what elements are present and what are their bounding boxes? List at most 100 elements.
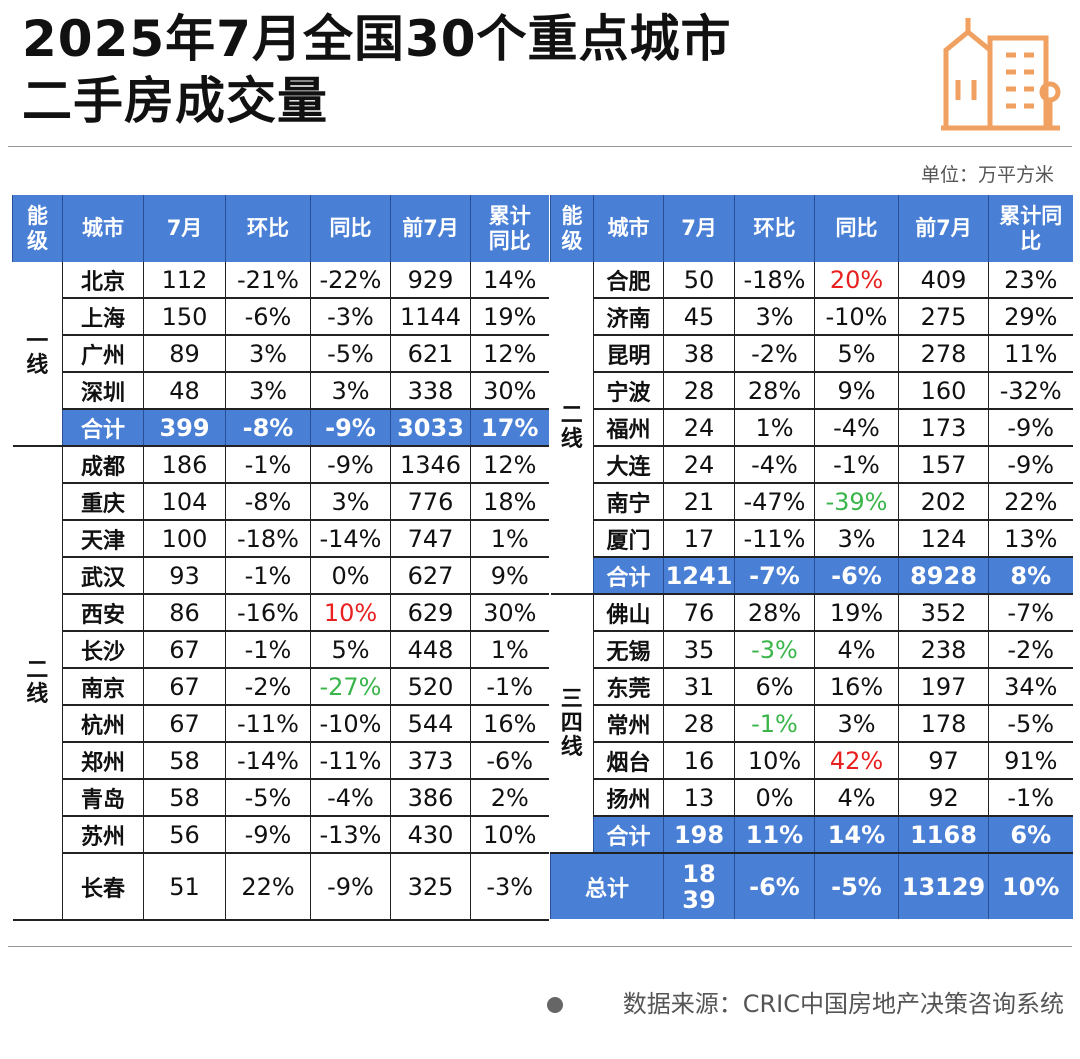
table-row: 南宁 21 -47% -39% 202 22% [551,483,1073,521]
table-row: 福州 24 1% -4% 173 -9% [551,409,1073,447]
table-row: 西安 86 -16% 10% 629 30% [13,594,549,632]
cell-ytd: 160 [898,372,989,410]
cell-yoy: 42% [814,742,899,780]
cell-ytd: 278 [898,335,989,373]
cell-mom: -11% [225,705,311,743]
cell-city: 合肥 [593,262,664,299]
tier-text: 二线 [560,402,583,452]
cell-mom: -1% [225,446,311,484]
cell-ytd: 178 [898,705,989,743]
cell-ytd-yoy: 2% [470,779,549,817]
column-header: 同比 [310,195,391,262]
cell-city: 青岛 [62,779,144,817]
cell-city: 上海 [62,298,144,336]
cell-mom: 1% [734,409,815,447]
tier-text: 一线 [26,328,49,378]
cell-city: 无锡 [593,631,664,669]
cell-ytd: 338 [390,372,471,410]
cell-mom: -16% [225,594,311,632]
cell-ytd-yoy: -5% [988,705,1073,743]
cell-ytd-yoy: 10% [988,853,1073,919]
cell-mom: -11% [734,520,815,558]
source-note: 数据来源：CRIC中国房地产决策咨询系统 [546,984,1064,1019]
cell-ytd-yoy: 12% [470,335,549,373]
table-row: 二线 成都 186 -1% -9% 1346 12% [12,446,549,921]
cell-mom: -9% [225,816,311,854]
table-row: 三四线 佛山 76 28% 19% 352 -7% [550,594,1073,854]
cell-ytd: 544 [390,705,471,743]
cell-yoy: -27% [310,668,391,706]
cell-ytd: 197 [898,668,989,706]
cell-city: 苏州 [62,816,144,854]
column-header: 前7月 [390,195,471,262]
column-header: 环比 [734,195,815,262]
cell-jul: 16 [663,742,735,780]
cell-mom: -3% [734,631,815,669]
divider [8,146,1072,147]
cell-mom: -4% [734,446,815,484]
cell-jul: 50 [663,262,735,299]
cell-jul: 1839 [663,853,735,919]
tier-label: 一线 [12,262,63,447]
table-row: 深圳 48 3% 3% 338 30% [13,372,549,410]
table-row: 无锡 35 -3% 4% 238 -2% [551,631,1073,669]
cell-ytd: 1144 [390,298,471,336]
cell-ytd-yoy: 14% [470,262,549,299]
cell-jul: 28 [663,705,735,743]
cell-ytd: 352 [898,594,989,632]
cell-jul: 58 [143,779,226,817]
cell-city: 深圳 [62,372,144,410]
column-header: 7月 [143,195,226,262]
cell-mom: -2% [734,335,815,373]
cell-city: 长春 [62,853,144,921]
cell-city: 常州 [593,705,664,743]
cell-jul: 17 [663,520,735,558]
cell-mom: -21% [225,262,311,299]
cell-mom: 28% [734,594,815,632]
source-text: 数据来源：CRIC中国房地产决策咨询系统 [622,990,1064,1018]
cell-mom: -8% [225,483,311,521]
cell-mom: 3% [225,372,311,410]
cell-ytd: 157 [898,446,989,484]
cell-ytd-yoy: 12% [470,446,549,484]
tier-text: 三四线 [560,686,583,760]
page-title: 2025年7月全国30个重点城市 二手房成交量 [22,8,732,132]
cell-ytd: 1346 [390,446,471,484]
cell-mom: 6% [734,668,815,706]
cell-mom: 10% [734,742,815,780]
cell-yoy: 16% [814,668,899,706]
cell-yoy: -11% [310,742,391,780]
table-row: 重庆 104 -8% 3% 776 18% [13,483,549,521]
cell-ytd-yoy: 13% [988,520,1073,558]
cell-jul: 67 [143,631,226,669]
cell-ytd-yoy: 30% [470,594,549,632]
cell-city: 成都 [62,446,144,484]
cell-mom: 11% [734,816,815,854]
cell-jul: 1241 [663,557,735,595]
cell-ytd-yoy: 9% [470,557,549,595]
cell-ytd: 776 [390,483,471,521]
cell-mom: -6% [734,853,815,919]
cell-mom: 3% [734,298,815,336]
cell-city: 福州 [593,409,664,447]
cell-yoy: -9% [310,446,391,484]
table-row: 南京 67 -2% -27% 520 -1% [13,668,549,706]
cell-ytd-yoy: 18% [470,483,549,521]
table-row: 二线 合肥 50 -18% 20% 409 23% [550,262,1073,595]
cell-city: 扬州 [593,779,664,817]
table-row: 济南 45 3% -10% 275 29% [551,298,1073,336]
cell-jul: 112 [143,262,226,299]
cell-yoy: 20% [814,262,899,299]
cell-city: 北京 [62,262,144,299]
cell-ytd: 202 [898,483,989,521]
table-row: 长沙 67 -1% 5% 448 1% [13,631,549,669]
cell-ytd-yoy: 10% [470,816,549,854]
cell-jul: 86 [143,594,226,632]
table-row: 广州 89 3% -5% 621 12% [13,335,549,373]
cell-ytd-yoy: 1% [470,631,549,669]
cell-jul: 104 [143,483,226,521]
title-line-2: 二手房成交量 [22,72,328,130]
cell-jul: 67 [143,668,226,706]
cell-mom: 3% [225,335,311,373]
cell-city: 南京 [62,668,144,706]
